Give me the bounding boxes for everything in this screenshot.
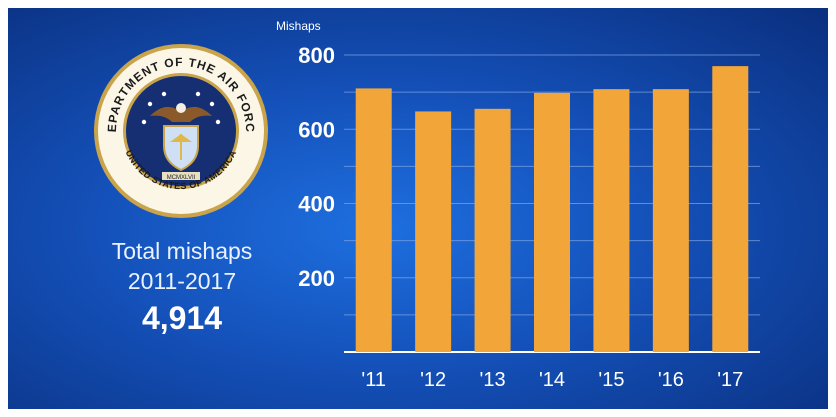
- x-tick-label: '17: [717, 369, 743, 391]
- bar-1: [415, 111, 452, 353]
- bar-3: [534, 92, 570, 353]
- bar-4: [593, 89, 630, 352]
- seal-motto: MCMXLVII: [167, 175, 196, 181]
- y-axis-label: Mishaps: [276, 19, 321, 33]
- x-tick-label: '15: [598, 369, 624, 391]
- x-tick-label: '13: [480, 369, 506, 391]
- x-tick-label: '14: [539, 369, 565, 391]
- summary-label-line1: Total mishaps: [111, 238, 253, 264]
- x-tick-label: '11: [361, 369, 386, 391]
- summary-block: Total mishaps 2011-2017 4,914: [82, 236, 282, 338]
- infographic-panel: DEPARTMENT OF THE AIR FORCE UNITED STATE…: [8, 8, 828, 409]
- y-tick-label: 600: [298, 117, 335, 142]
- bar-5: [652, 89, 689, 352]
- bar-2: [474, 108, 511, 352]
- x-tick-label: '12: [420, 369, 446, 391]
- summary-total-value: 4,914: [141, 300, 223, 336]
- summary-label-line2: 2011-2017: [127, 268, 237, 294]
- air-force-seal-icon: DEPARTMENT OF THE AIR FORCE UNITED STATE…: [92, 42, 268, 218]
- bar-0: [355, 88, 392, 352]
- bar-6: [712, 66, 749, 352]
- mishaps-bar-chart: Mishaps 200 400 600 800 '11 '12 '13 '14 '15 '16 '1…: [276, 19, 760, 391]
- x-tick-label: '16: [658, 369, 684, 391]
- y-tick-label: 200: [298, 266, 335, 291]
- y-tick-label: 400: [298, 192, 335, 217]
- y-tick-label: 800: [298, 43, 335, 68]
